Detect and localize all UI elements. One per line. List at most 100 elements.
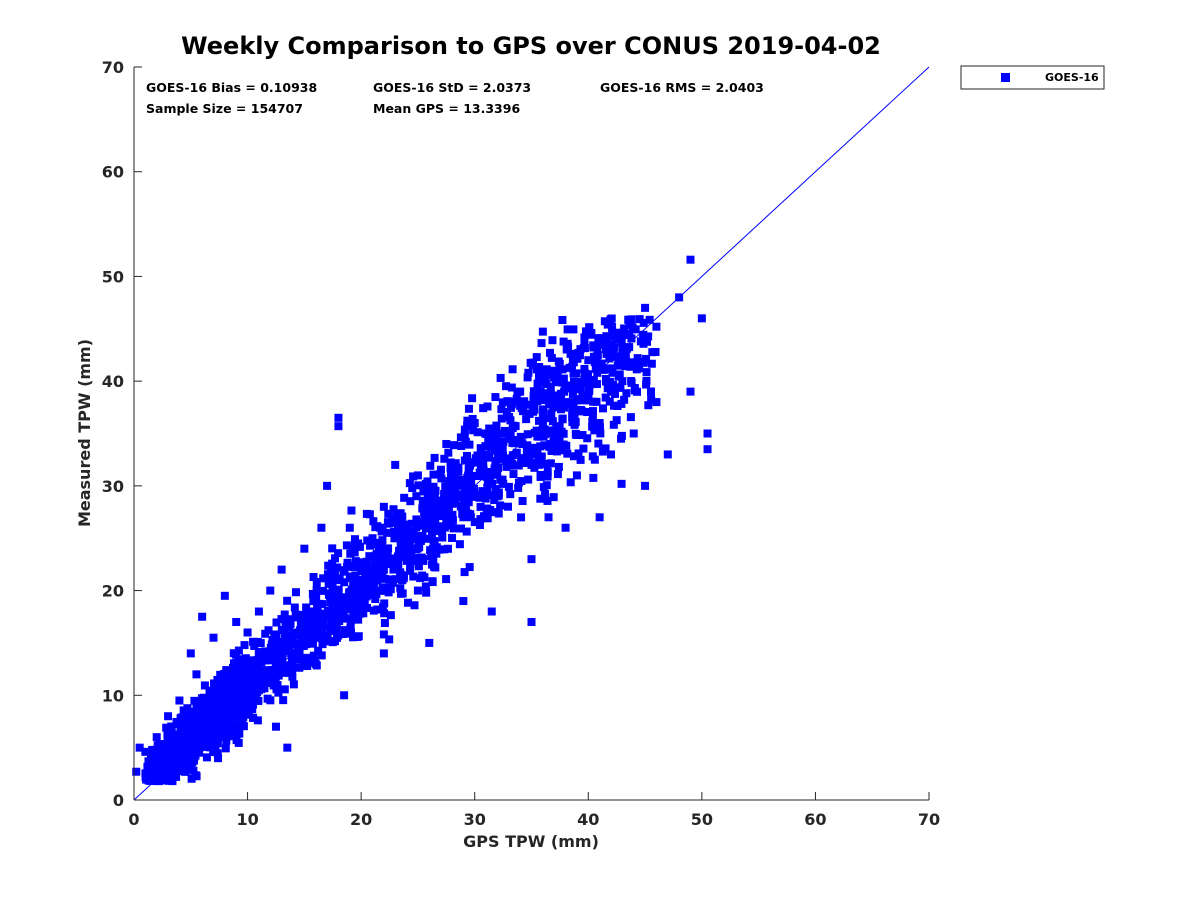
data-point bbox=[408, 484, 417, 493]
data-point bbox=[517, 513, 526, 522]
data-point bbox=[466, 510, 475, 519]
data-point bbox=[636, 337, 645, 346]
data-point bbox=[540, 395, 549, 404]
data-point bbox=[402, 533, 411, 542]
data-point bbox=[357, 565, 366, 574]
legend-entry-goes16: GOES-16 bbox=[1045, 71, 1099, 84]
data-point bbox=[242, 708, 251, 717]
data-point bbox=[181, 734, 190, 743]
data-point bbox=[501, 457, 510, 466]
data-point bbox=[355, 580, 364, 589]
data-point bbox=[313, 631, 322, 640]
data-point bbox=[576, 345, 585, 354]
data-point bbox=[271, 662, 280, 671]
data-point bbox=[412, 515, 421, 524]
data-point bbox=[537, 452, 546, 461]
data-point bbox=[396, 584, 405, 593]
data-point bbox=[232, 685, 241, 694]
data-point bbox=[415, 540, 424, 549]
data-point bbox=[485, 491, 494, 500]
data-point bbox=[641, 481, 650, 490]
data-point bbox=[153, 776, 162, 785]
data-point bbox=[488, 468, 497, 477]
data-point bbox=[247, 656, 256, 665]
data-point bbox=[606, 379, 615, 388]
data-point bbox=[533, 379, 542, 388]
data-point bbox=[536, 494, 545, 503]
data-point bbox=[594, 439, 603, 448]
data-point bbox=[380, 574, 389, 583]
data-point bbox=[383, 549, 392, 558]
data-point bbox=[447, 479, 456, 488]
y-tick-label: 30 bbox=[102, 477, 124, 496]
data-point bbox=[257, 658, 266, 667]
data-point bbox=[350, 563, 359, 572]
data-point bbox=[327, 595, 336, 604]
data-point bbox=[569, 452, 578, 461]
data-point bbox=[588, 422, 597, 431]
data-point bbox=[239, 655, 248, 664]
data-point bbox=[378, 536, 387, 545]
data-point bbox=[320, 622, 329, 631]
x-tick-label: 50 bbox=[691, 810, 713, 829]
data-point bbox=[535, 372, 544, 381]
data-point bbox=[423, 534, 432, 543]
data-point bbox=[555, 434, 564, 443]
data-point bbox=[448, 510, 457, 519]
data-point bbox=[617, 338, 626, 347]
data-point bbox=[466, 461, 475, 470]
data-point bbox=[457, 475, 466, 484]
data-point bbox=[450, 441, 459, 450]
data-point bbox=[496, 475, 505, 484]
data-point bbox=[538, 408, 547, 417]
data-point bbox=[385, 575, 394, 584]
data-point bbox=[209, 707, 218, 716]
data-point bbox=[322, 637, 331, 646]
data-point bbox=[362, 592, 371, 601]
data-point bbox=[548, 336, 557, 345]
data-point bbox=[266, 678, 275, 687]
data-point bbox=[563, 325, 572, 334]
data-point bbox=[158, 764, 167, 773]
data-point bbox=[484, 474, 493, 483]
data-point bbox=[349, 597, 358, 606]
data-point bbox=[350, 544, 359, 553]
data-point bbox=[262, 656, 271, 665]
data-point bbox=[176, 714, 185, 723]
data-point bbox=[430, 511, 439, 520]
data-point bbox=[454, 463, 463, 472]
data-point bbox=[345, 523, 354, 532]
data-point bbox=[390, 534, 399, 543]
data-point bbox=[517, 455, 526, 464]
data-point bbox=[484, 434, 493, 443]
data-point bbox=[523, 441, 532, 450]
data-point bbox=[556, 446, 565, 455]
data-point bbox=[323, 606, 332, 615]
data-point bbox=[272, 685, 281, 694]
data-point bbox=[187, 758, 196, 767]
data-point bbox=[462, 451, 471, 460]
data-point bbox=[557, 389, 566, 398]
data-point bbox=[630, 386, 639, 395]
data-point bbox=[547, 412, 556, 421]
data-point bbox=[362, 603, 371, 612]
data-point bbox=[448, 471, 456, 480]
data-point bbox=[535, 363, 544, 372]
point-cloud bbox=[141, 314, 661, 786]
data-point bbox=[402, 523, 411, 532]
data-point bbox=[410, 533, 419, 542]
data-point bbox=[642, 376, 651, 385]
data-point bbox=[371, 561, 380, 570]
data-point bbox=[541, 489, 550, 498]
data-point bbox=[596, 429, 605, 438]
data-point bbox=[391, 460, 400, 469]
data-point bbox=[566, 478, 575, 487]
data-point bbox=[394, 524, 403, 533]
data-point bbox=[191, 771, 200, 780]
data-point bbox=[593, 351, 602, 360]
data-point bbox=[428, 560, 437, 569]
data-point bbox=[366, 567, 375, 576]
data-point bbox=[169, 742, 178, 751]
data-point bbox=[220, 685, 229, 694]
